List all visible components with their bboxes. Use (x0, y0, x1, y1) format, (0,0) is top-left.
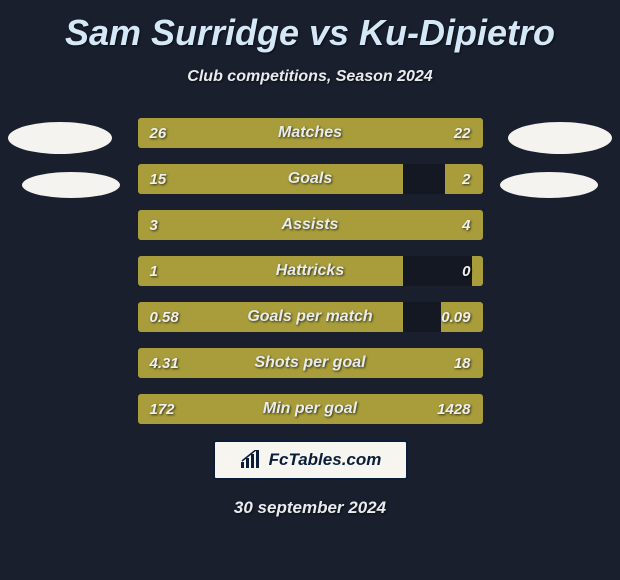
bar-right (472, 256, 482, 286)
stat-row: 1721428Min per goal (138, 394, 483, 424)
stat-row: 2622Matches (138, 118, 483, 148)
bar-left (138, 210, 286, 240)
bar-left (138, 348, 204, 378)
date-label: 30 september 2024 (0, 498, 620, 518)
bar-left (138, 302, 404, 332)
bar-right (441, 302, 482, 332)
bar-right (403, 118, 482, 148)
bar-left (138, 256, 404, 286)
bar-left (138, 164, 404, 194)
fctables-logo: FcTables.com (213, 440, 408, 480)
stat-row: 4.3118Shots per goal (138, 348, 483, 378)
comparison-chart: 2622Matches152Goals34Assists10Hattricks0… (0, 118, 620, 424)
logo-text: FcTables.com (269, 450, 382, 470)
player-right-avatar (508, 122, 612, 154)
bar-right (286, 210, 483, 240)
stat-row: 152Goals (138, 164, 483, 194)
page-title: Sam Surridge vs Ku-Dipietro (0, 0, 620, 54)
stat-rows-container: 2622Matches152Goals34Assists10Hattricks0… (138, 118, 483, 424)
bar-right (175, 394, 482, 424)
stat-value-right: 0 (462, 256, 470, 286)
subtitle: Club competitions, Season 2024 (0, 68, 620, 86)
bar-left (138, 394, 176, 424)
player-right-team-badge (500, 172, 598, 198)
chart-icon (239, 450, 263, 470)
player-left-avatar (8, 122, 112, 154)
player-left-team-badge (22, 172, 120, 198)
bar-left (138, 118, 404, 148)
stat-row: 10Hattricks (138, 256, 483, 286)
stat-row: 34Assists (138, 210, 483, 240)
stat-row: 0.580.09Goals per match (138, 302, 483, 332)
bar-right (445, 164, 483, 194)
bar-right (203, 348, 482, 378)
